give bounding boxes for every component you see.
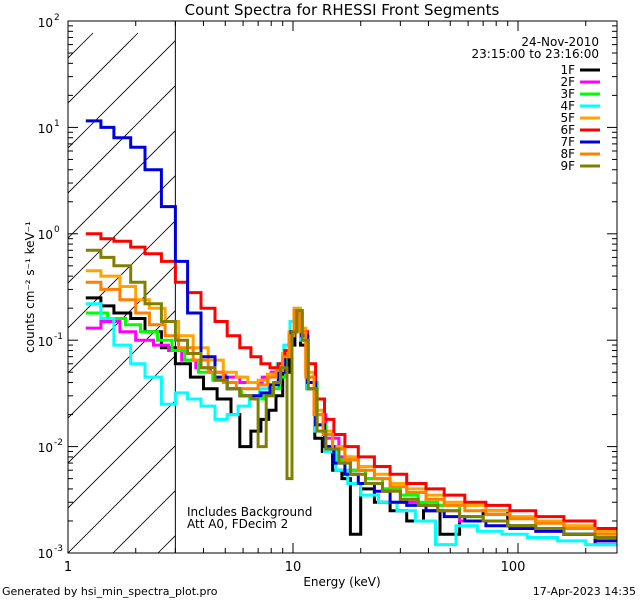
series-line-6F [85,232,617,530]
x-axis-label: Energy (keV) [303,575,380,589]
hatch-line [68,400,176,509]
legend-label: 3F [560,87,575,101]
legend-label: 9F [560,159,575,173]
hatch-line [68,32,139,104]
hatch-line [68,85,176,194]
hatch-line [68,445,176,553]
hatch-line [68,175,176,284]
y-axis-label: counts cm⁻² s⁻¹ keV⁻¹ [23,221,37,353]
legend-label: 7F [560,135,575,149]
y-tick-label-exp: 1 [54,119,60,129]
y-tick-label-exp: 2 [54,13,60,23]
y-tick-label-exp: 0 [54,225,60,235]
x-tick-label: 1 [64,560,72,575]
hatch-line [68,32,94,59]
hatch-line [248,33,640,553]
y-tick-label: 10 [38,441,53,455]
generated-by-footer: Generated by hsi_min_spectra_plot.pro [2,585,218,598]
hatch-line [68,265,176,374]
chart-title: Count Spectra for RHESSI Front Segments [185,1,500,19]
y-tick-label-exp: -1 [54,332,63,342]
date-annotation: 24-Nov-2010 [521,35,599,49]
series-line-9F [85,248,617,539]
hatch-line [518,33,640,553]
plot-frame [67,20,618,554]
x-tick-label: 10 [285,560,302,575]
hatch-line [68,355,176,464]
time-range-annotation: 23:15:00 to 23:16:00 [472,47,599,61]
hatch-line [473,33,640,553]
hatch-line [608,33,640,553]
y-tick-label: 10 [38,16,53,30]
x-tick-label: 100 [501,560,526,575]
hatch-line [428,33,640,553]
y-tick-label: 10 [38,547,53,561]
legend-label: 2F [560,75,575,89]
timestamp-footer: 17-Apr-2023 14:35 [533,585,636,598]
legend-label: 1F [560,63,575,77]
legend-label: 5F [560,111,575,125]
hatch-line [68,220,176,329]
background-note: Includes Background [187,505,312,519]
y-tick-label: 10 [38,228,53,242]
legend-label: 8F [560,147,575,161]
series-line-5F [85,269,617,533]
hatched-region [68,21,640,553]
y-tick-label-exp: -3 [54,544,63,554]
y-tick-label-exp: -2 [54,438,63,448]
y-tick-label: 10 [38,335,53,349]
legend-label: 4F [560,99,575,113]
legend-label: 6F [560,123,575,137]
hatch-line [383,33,640,553]
axis-ticks [67,20,617,554]
y-tick-label: 10 [38,122,53,136]
attenuator-note: Att A0, FDecim 2 [187,517,288,531]
